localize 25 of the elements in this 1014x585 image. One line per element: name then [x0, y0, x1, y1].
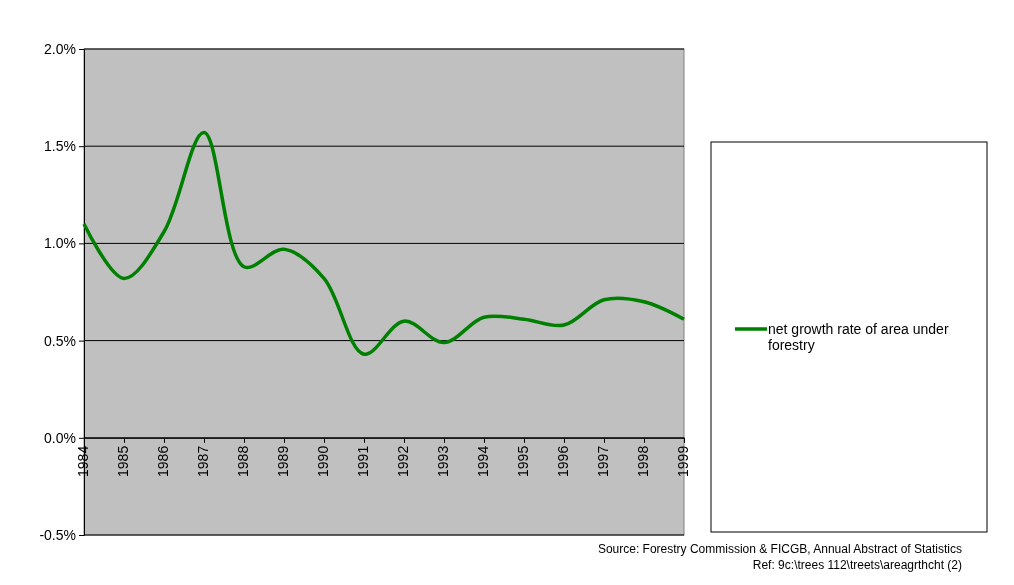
x-tick-label: 1985 [115, 445, 132, 477]
text: Ref: 9c:\trees 112\treets\areagrthcht (2) [752, 558, 962, 572]
x-tick-label: 1987 [195, 445, 212, 477]
x-tick-label: 1994 [475, 445, 492, 477]
source-note: Source: Forestry Commission & FICGB, Annual Abstract of Statistics [597, 542, 962, 556]
x-tick-label: 1993 [435, 445, 452, 477]
y-tick-label: -0.5% [39, 526, 76, 543]
legend-label: net growth rate of area under forestry [768, 321, 949, 354]
x-tick-label: 1995 [515, 445, 532, 477]
x-tick-label: 1990 [315, 445, 332, 477]
x-tick-label: 1988 [235, 445, 252, 477]
x-tick-label: 1989 [275, 445, 292, 477]
x-tick-label: 1996 [555, 445, 572, 477]
x-tick-label: 1998 [635, 445, 652, 477]
y-tick-label: 2.0% [44, 40, 76, 57]
line-series [82, 130, 686, 356]
y-tick-label: 0.0% [44, 429, 76, 446]
y-tick-label: 0.5% [44, 332, 76, 349]
y-tick-label: 1.5% [44, 138, 76, 155]
x-tick-label: 1991 [355, 445, 372, 477]
x-tick-label: 1999 [675, 445, 692, 477]
x-tick-label: 1992 [395, 445, 412, 477]
x-tick-label: 1986 [155, 445, 172, 477]
y-tick-label: 1.0% [44, 235, 76, 252]
x-tick-label: 1997 [595, 445, 612, 477]
